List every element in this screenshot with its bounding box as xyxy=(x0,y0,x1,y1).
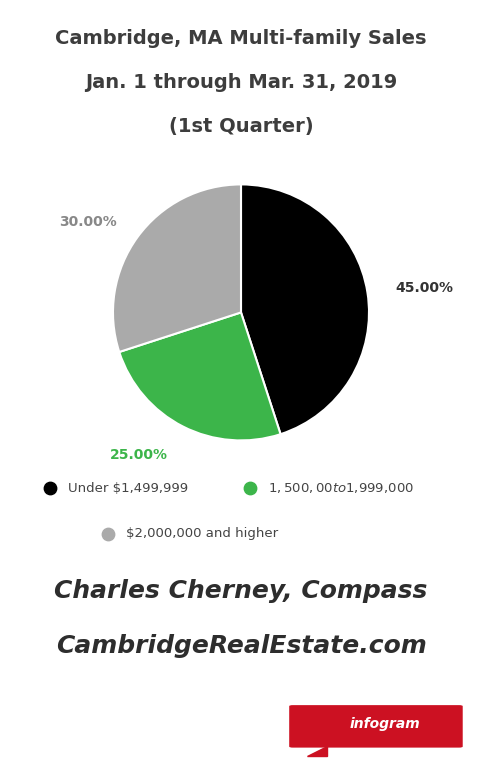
Text: 30.00%: 30.00% xyxy=(59,215,117,229)
FancyBboxPatch shape xyxy=(289,705,463,748)
Text: $2,000,000 and higher: $2,000,000 and higher xyxy=(126,527,278,540)
Polygon shape xyxy=(307,745,327,756)
Text: Charles Cherney, Compass: Charles Cherney, Compass xyxy=(54,579,428,603)
Text: Cambridge, MA Multi-family Sales: Cambridge, MA Multi-family Sales xyxy=(55,29,427,48)
Text: (1st Quarter): (1st Quarter) xyxy=(169,117,313,136)
Text: $1,500,00 to $1,999,000: $1,500,00 to $1,999,000 xyxy=(268,482,414,495)
Wedge shape xyxy=(113,184,241,352)
Text: Under $1,499,999: Under $1,499,999 xyxy=(68,482,188,495)
Text: Jan. 1 through Mar. 31, 2019: Jan. 1 through Mar. 31, 2019 xyxy=(85,73,397,92)
Text: infogram: infogram xyxy=(349,717,420,731)
Wedge shape xyxy=(241,184,369,434)
Text: CambridgeRealEstate.com: CambridgeRealEstate.com xyxy=(55,634,427,658)
Text: 25.00%: 25.00% xyxy=(110,448,168,462)
Wedge shape xyxy=(119,312,281,440)
Text: 45.00%: 45.00% xyxy=(395,281,453,295)
